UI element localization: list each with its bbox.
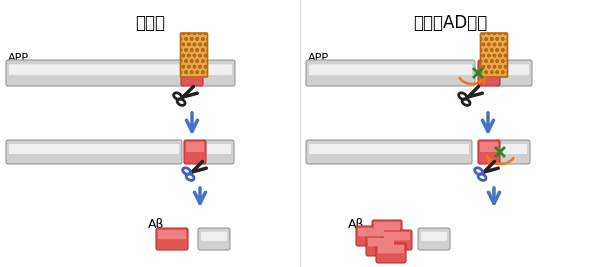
FancyBboxPatch shape bbox=[372, 220, 402, 240]
FancyBboxPatch shape bbox=[358, 228, 384, 236]
FancyBboxPatch shape bbox=[156, 228, 188, 250]
FancyBboxPatch shape bbox=[480, 142, 498, 152]
FancyBboxPatch shape bbox=[374, 222, 400, 230]
FancyBboxPatch shape bbox=[198, 228, 230, 250]
FancyBboxPatch shape bbox=[356, 226, 386, 246]
FancyBboxPatch shape bbox=[186, 142, 204, 152]
FancyBboxPatch shape bbox=[421, 232, 447, 241]
Text: APP: APP bbox=[8, 53, 29, 63]
FancyBboxPatch shape bbox=[384, 232, 410, 240]
FancyBboxPatch shape bbox=[158, 230, 186, 239]
Text: APP: APP bbox=[308, 53, 329, 63]
FancyBboxPatch shape bbox=[181, 60, 203, 86]
FancyBboxPatch shape bbox=[199, 60, 235, 86]
FancyBboxPatch shape bbox=[378, 245, 404, 253]
FancyBboxPatch shape bbox=[306, 60, 475, 86]
FancyBboxPatch shape bbox=[202, 140, 234, 164]
FancyBboxPatch shape bbox=[9, 64, 182, 75]
FancyBboxPatch shape bbox=[205, 144, 231, 154]
FancyBboxPatch shape bbox=[481, 33, 508, 77]
FancyBboxPatch shape bbox=[499, 144, 527, 154]
FancyBboxPatch shape bbox=[184, 140, 206, 164]
FancyBboxPatch shape bbox=[202, 64, 232, 75]
FancyBboxPatch shape bbox=[376, 243, 406, 263]
Text: Aβ: Aβ bbox=[348, 218, 365, 231]
FancyBboxPatch shape bbox=[6, 60, 185, 86]
FancyBboxPatch shape bbox=[478, 60, 500, 86]
FancyBboxPatch shape bbox=[368, 238, 394, 246]
FancyBboxPatch shape bbox=[382, 230, 412, 250]
FancyBboxPatch shape bbox=[496, 140, 530, 164]
FancyBboxPatch shape bbox=[306, 140, 472, 164]
FancyBboxPatch shape bbox=[496, 60, 532, 86]
Text: Aβ: Aβ bbox=[148, 218, 164, 231]
FancyBboxPatch shape bbox=[499, 64, 529, 75]
FancyBboxPatch shape bbox=[309, 144, 469, 154]
FancyBboxPatch shape bbox=[366, 236, 396, 256]
FancyBboxPatch shape bbox=[201, 232, 227, 241]
Text: 健常者: 健常者 bbox=[135, 14, 165, 32]
FancyBboxPatch shape bbox=[6, 140, 182, 164]
FancyBboxPatch shape bbox=[309, 64, 472, 75]
FancyBboxPatch shape bbox=[181, 33, 208, 77]
FancyBboxPatch shape bbox=[480, 62, 498, 73]
FancyBboxPatch shape bbox=[478, 140, 500, 164]
Text: 家族性AD患者: 家族性AD患者 bbox=[413, 14, 487, 32]
FancyBboxPatch shape bbox=[9, 144, 179, 154]
FancyBboxPatch shape bbox=[418, 228, 450, 250]
FancyBboxPatch shape bbox=[183, 62, 201, 73]
